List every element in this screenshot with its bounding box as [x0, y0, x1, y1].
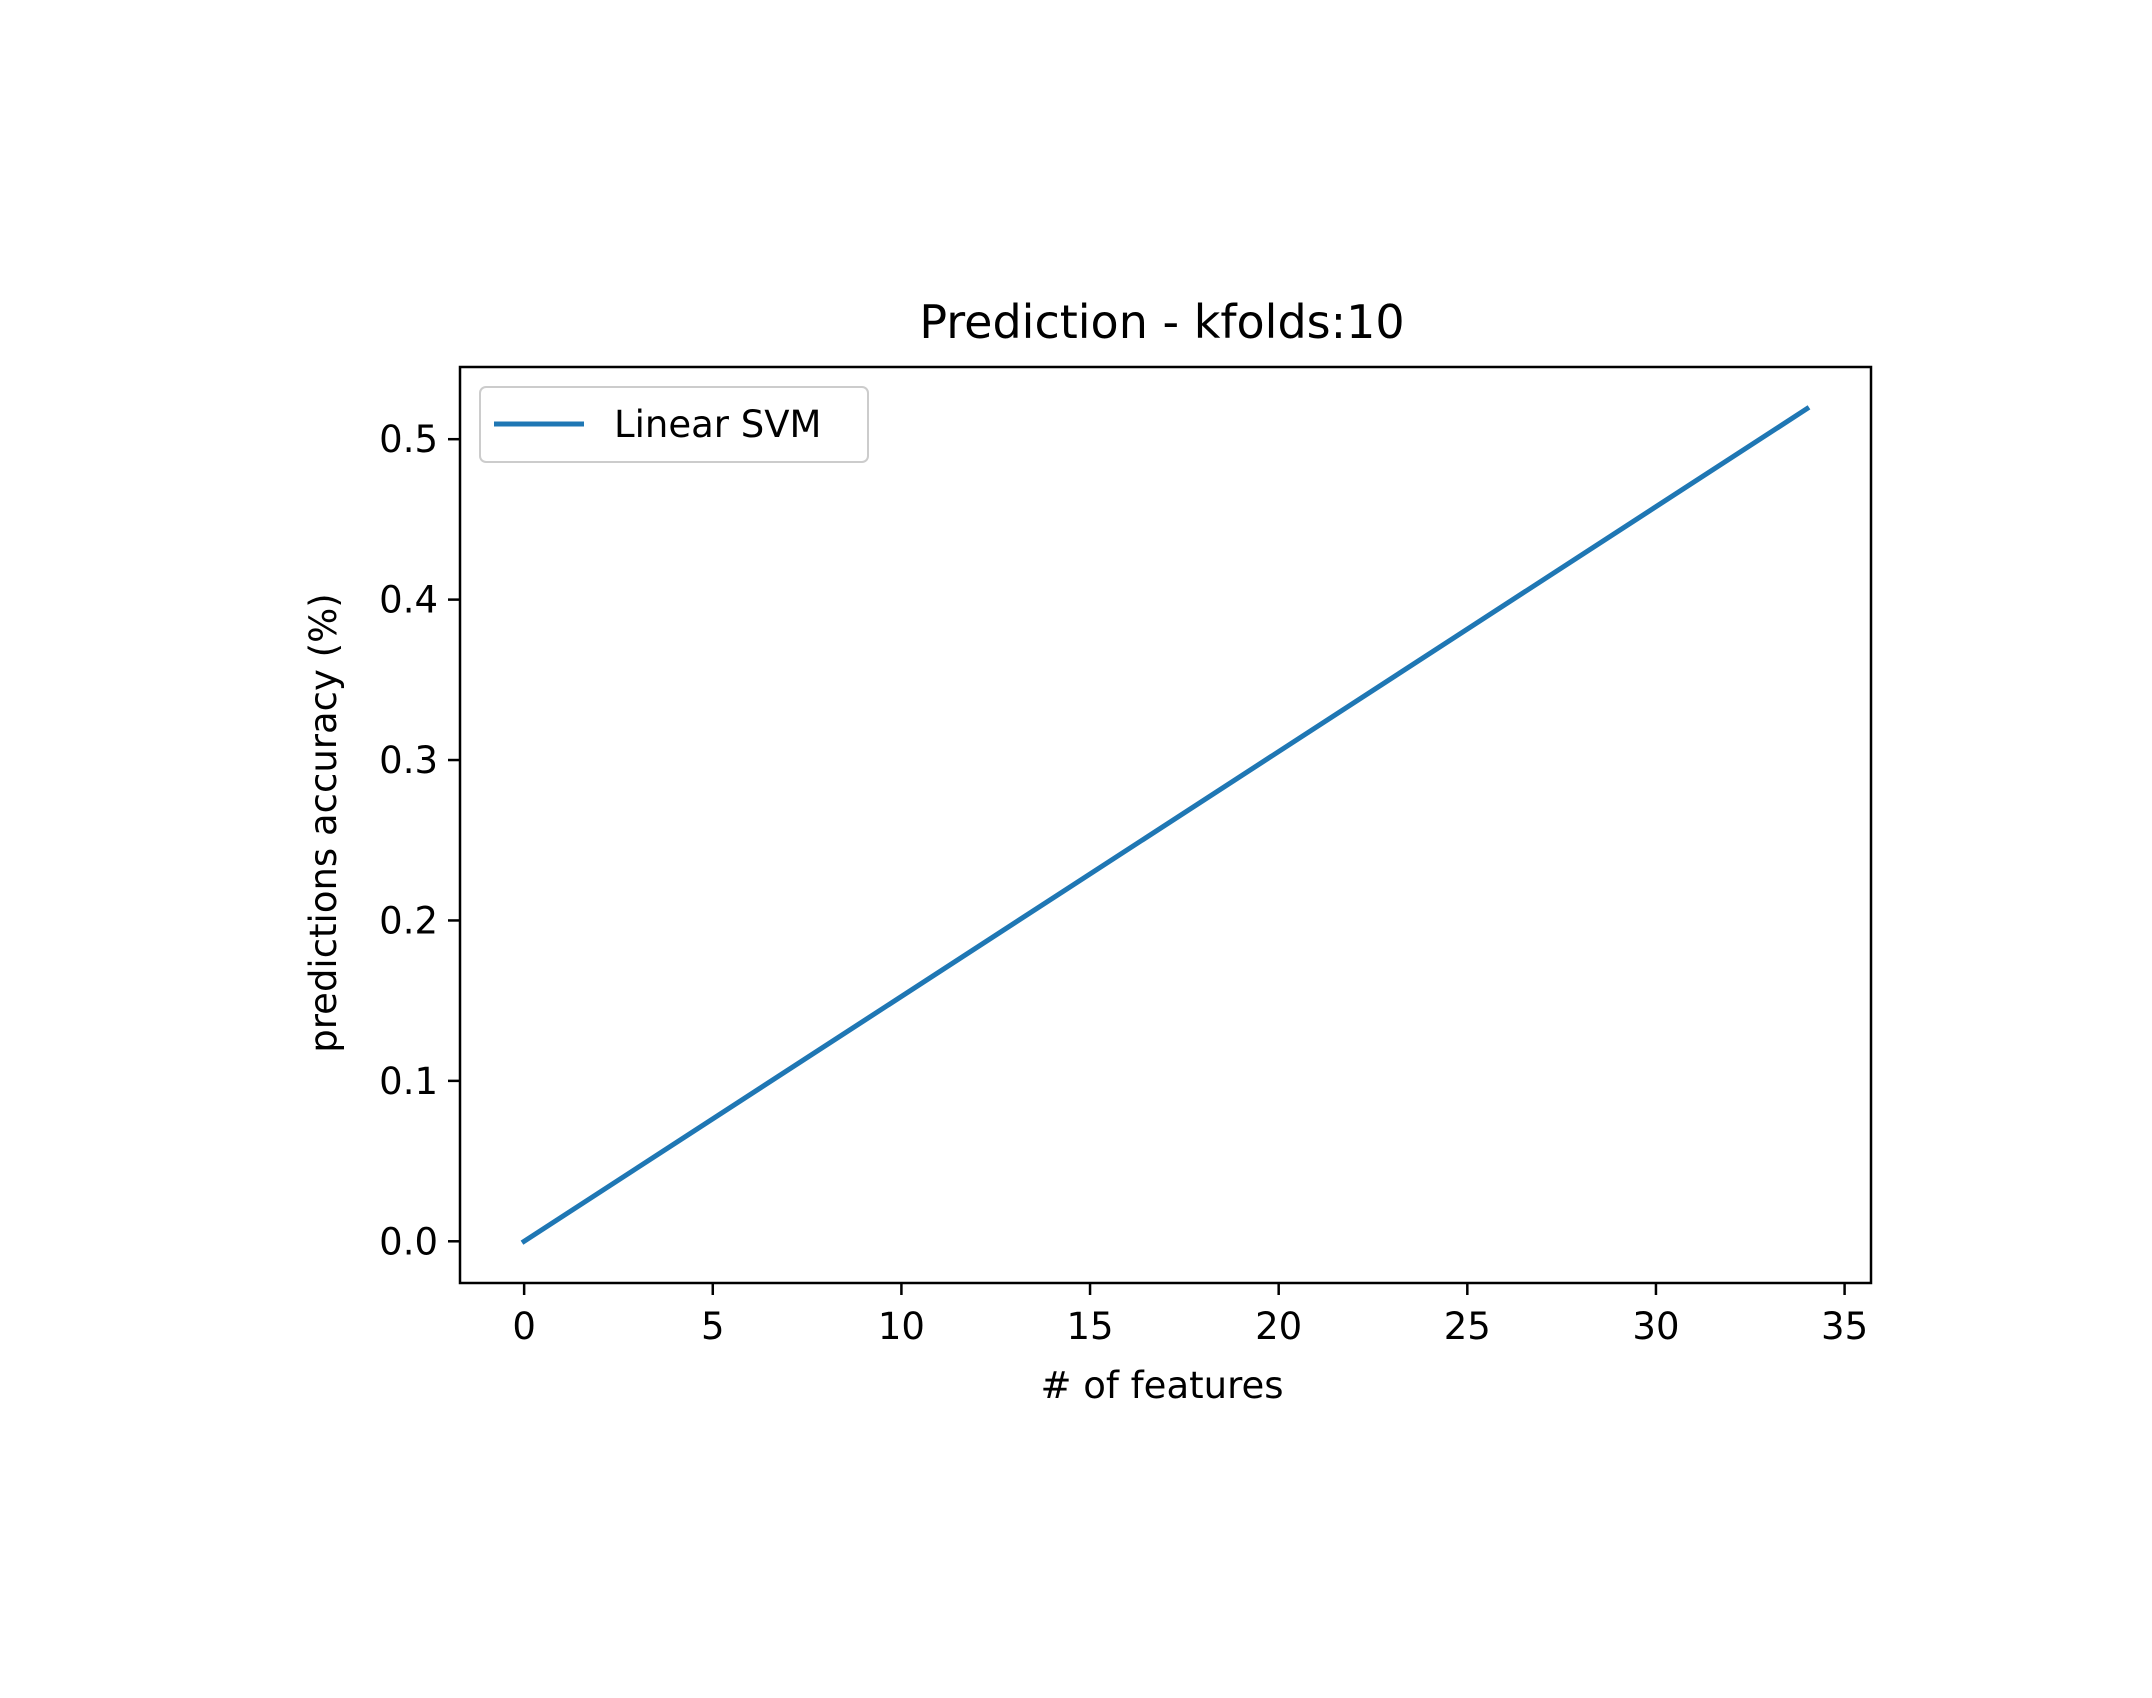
y-tick-label: 0.3 [379, 739, 438, 782]
x-tick-label: 35 [1821, 1305, 1868, 1348]
y-axis: 0.0 0.1 0.2 0.3 0.4 0.5 [379, 418, 460, 1263]
x-tick-label: 30 [1632, 1305, 1679, 1348]
x-axis-label: # of features [1040, 1364, 1283, 1407]
plot-area: 0 5 10 15 20 25 30 35 0.0 0.1 0.2 0.3 0.4 0.5 [379, 365, 1873, 1348]
x-tick-label: 15 [1066, 1305, 1113, 1348]
legend-label-linear-svm: Linear SVM [614, 403, 821, 446]
x-tick-label: 0 [512, 1305, 536, 1348]
y-tick-label: 0.1 [379, 1060, 438, 1103]
legend[interactable]: Linear SVM [479, 386, 869, 463]
chart-title: Prediction - kfolds:10 [919, 295, 1404, 349]
x-tick-label: 10 [878, 1305, 925, 1348]
series-line-linear-svm [520, 405, 1811, 1245]
y-axis-label: predictions accuracy (%) [302, 593, 345, 1052]
y-tick-label: 0.2 [379, 899, 438, 942]
y-tick-label: 0.0 [379, 1220, 438, 1263]
x-tick-label: 25 [1444, 1305, 1491, 1348]
legend-box [479, 386, 869, 463]
y-tick-label: 0.4 [379, 579, 438, 622]
x-axis: 0 5 10 15 20 25 30 35 [512, 1283, 1868, 1348]
x-tick-label: 20 [1255, 1305, 1302, 1348]
x-tick-label: 5 [701, 1305, 725, 1348]
y-tick-label: 0.5 [379, 418, 438, 461]
series-layer [520, 405, 1811, 1245]
